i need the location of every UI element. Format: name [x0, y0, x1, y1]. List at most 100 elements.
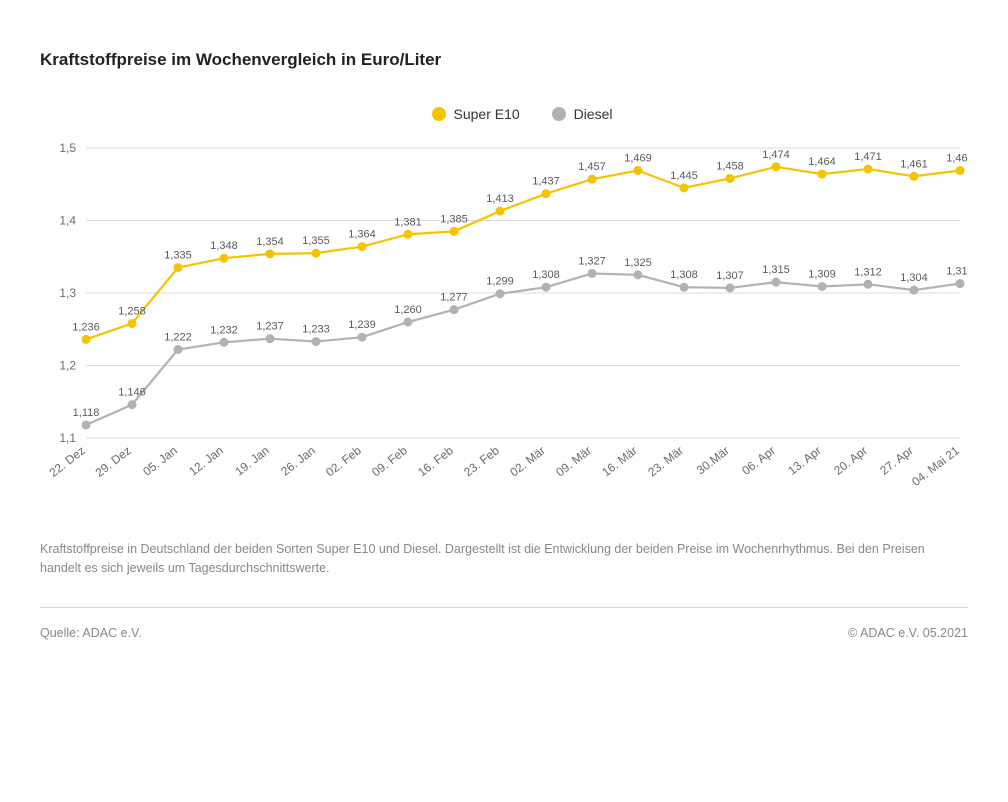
- value-label-diesel: 1,327: [578, 255, 606, 267]
- x-tick-label: 09. Feb: [369, 443, 410, 479]
- marker-diesel: [358, 333, 367, 342]
- marker-super-e10: [404, 230, 413, 239]
- value-label-diesel: 1,307: [716, 270, 744, 282]
- x-tick-label: 26. Jan: [278, 443, 318, 478]
- value-label-super-e10: 1,474: [762, 149, 790, 161]
- value-label-super-e10: 1,413: [486, 193, 514, 205]
- marker-super-e10: [726, 174, 735, 183]
- x-tick-label: 06. Apr: [739, 443, 778, 477]
- line-diesel: [86, 273, 960, 425]
- value-label-diesel: 1,325: [624, 257, 652, 269]
- marker-super-e10: [128, 319, 137, 328]
- x-tick-label: 23. Mär: [645, 443, 686, 479]
- value-label-diesel: 1,312: [854, 266, 882, 278]
- marker-diesel: [128, 400, 137, 409]
- marker-super-e10: [956, 166, 965, 175]
- marker-diesel: [910, 286, 919, 295]
- x-tick-label: 02. Feb: [323, 443, 364, 479]
- value-label-super-e10: 1,381: [394, 216, 422, 228]
- legend-item-super-e10: Super E10: [432, 106, 520, 122]
- x-tick-label: 16. Mär: [599, 443, 640, 479]
- value-label-super-e10: 1,364: [348, 229, 376, 241]
- marker-diesel: [772, 278, 781, 287]
- value-label-diesel: 1,118: [73, 407, 100, 419]
- x-tick-label: 20. Apr: [831, 443, 870, 477]
- marker-super-e10: [864, 165, 873, 174]
- x-tick-label: 30.Mär: [694, 443, 732, 477]
- value-label-diesel: 1,308: [532, 269, 560, 281]
- marker-super-e10: [496, 207, 505, 216]
- y-tick-label: 1,4: [59, 214, 76, 228]
- marker-super-e10: [82, 335, 91, 344]
- chart-container: Kraftstoffpreise im Wochenvergleich in E…: [0, 0, 1008, 802]
- x-tick-label: 09. Mär: [553, 443, 594, 479]
- legend-item-diesel: Diesel: [552, 106, 613, 122]
- marker-diesel: [588, 269, 597, 278]
- legend-dot-super-e10: [432, 107, 446, 121]
- marker-diesel: [726, 283, 735, 292]
- value-label-diesel: 1,304: [900, 272, 928, 284]
- x-tick-label: 02. Mär: [507, 443, 548, 479]
- value-label-super-e10: 1,469: [624, 152, 652, 164]
- value-label-diesel: 1,299: [486, 276, 514, 288]
- marker-super-e10: [680, 183, 689, 192]
- marker-super-e10: [358, 242, 367, 251]
- x-tick-label: 22. Dez: [47, 443, 88, 479]
- value-label-diesel: 1,237: [256, 321, 284, 333]
- line-super-e10: [86, 167, 960, 340]
- chart-description: Kraftstoffpreise in Deutschland der beid…: [40, 540, 968, 579]
- value-label-super-e10: 1,355: [302, 235, 330, 247]
- value-label-diesel: 1,308: [670, 269, 698, 281]
- marker-diesel: [174, 345, 183, 354]
- value-label-diesel: 1,222: [164, 332, 192, 344]
- value-label-super-e10: 1,335: [164, 250, 192, 262]
- chart-area: 1,11,21,31,41,522. Dez29. Dez05. Jan12. …: [40, 138, 968, 508]
- y-tick-label: 1,3: [59, 286, 76, 300]
- line-chart-svg: 1,11,21,31,41,522. Dez29. Dez05. Jan12. …: [40, 138, 968, 508]
- x-tick-label: 12. Jan: [186, 443, 226, 478]
- value-label-super-e10: 1,236: [72, 321, 100, 333]
- x-tick-label: 04. Mai 21: [909, 443, 962, 489]
- x-tick-label: 05. Jan: [140, 443, 180, 478]
- x-tick-label: 19. Jan: [232, 443, 272, 478]
- marker-super-e10: [220, 254, 229, 263]
- marker-super-e10: [634, 166, 643, 175]
- source-text: Quelle: ADAC e.V.: [40, 626, 142, 640]
- marker-diesel: [864, 280, 873, 289]
- value-label-diesel: 1,232: [210, 324, 238, 336]
- marker-diesel: [450, 305, 459, 314]
- x-tick-label: 27. Apr: [877, 443, 916, 477]
- footer: Quelle: ADAC e.V. © ADAC e.V. 05.2021: [40, 626, 968, 640]
- marker-diesel: [220, 338, 229, 347]
- marker-diesel: [956, 279, 965, 288]
- value-label-super-e10: 1,258: [118, 305, 146, 317]
- marker-diesel: [496, 289, 505, 298]
- marker-super-e10: [772, 162, 781, 171]
- x-tick-label: 29. Dez: [93, 443, 134, 479]
- value-label-diesel: 1,239: [348, 319, 376, 331]
- marker-super-e10: [910, 172, 919, 181]
- value-label-diesel: 1,309: [808, 268, 836, 280]
- marker-super-e10: [450, 227, 459, 236]
- x-tick-label: 16. Feb: [415, 443, 456, 479]
- value-label-super-e10: 1,385: [440, 213, 468, 225]
- marker-diesel: [542, 283, 551, 292]
- x-tick-label: 23. Feb: [461, 443, 502, 479]
- value-label-diesel: 1,313: [946, 266, 968, 278]
- marker-diesel: [404, 318, 413, 327]
- marker-super-e10: [266, 249, 275, 258]
- marker-diesel: [266, 334, 275, 343]
- value-label-super-e10: 1,457: [578, 161, 606, 173]
- y-tick-label: 1,2: [59, 359, 76, 373]
- divider: [40, 607, 968, 608]
- legend-label-diesel: Diesel: [574, 106, 613, 122]
- marker-diesel: [680, 283, 689, 292]
- value-label-diesel: 1,277: [440, 292, 468, 304]
- legend-dot-diesel: [552, 107, 566, 121]
- value-label-diesel: 1,233: [302, 324, 330, 336]
- value-label-super-e10: 1,471: [854, 151, 882, 163]
- marker-super-e10: [542, 189, 551, 198]
- marker-diesel: [82, 420, 91, 429]
- copyright-text: © ADAC e.V. 05.2021: [848, 626, 968, 640]
- chart-title: Kraftstoffpreise im Wochenvergleich in E…: [40, 50, 968, 70]
